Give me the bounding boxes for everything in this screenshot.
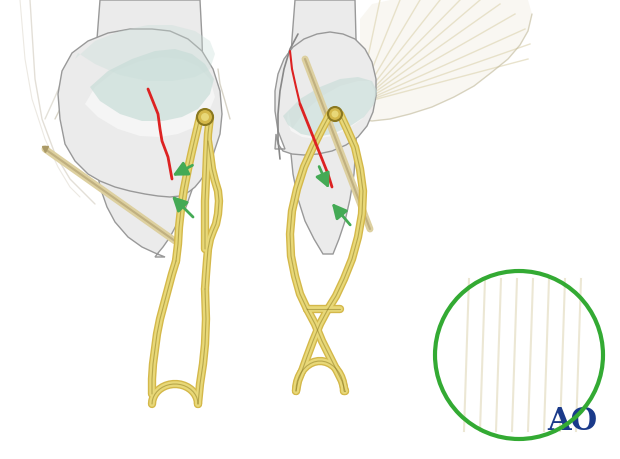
Polygon shape xyxy=(94,0,203,257)
Circle shape xyxy=(197,109,213,125)
Polygon shape xyxy=(58,29,222,197)
Polygon shape xyxy=(275,32,376,155)
Circle shape xyxy=(332,111,339,118)
Circle shape xyxy=(201,113,209,121)
Polygon shape xyxy=(283,77,377,137)
Text: AO: AO xyxy=(547,405,597,437)
Polygon shape xyxy=(360,0,532,121)
Circle shape xyxy=(328,107,342,121)
Polygon shape xyxy=(287,81,375,139)
Polygon shape xyxy=(85,57,215,137)
Polygon shape xyxy=(289,0,357,254)
Circle shape xyxy=(435,271,603,439)
Polygon shape xyxy=(90,49,214,121)
Polygon shape xyxy=(75,25,215,81)
